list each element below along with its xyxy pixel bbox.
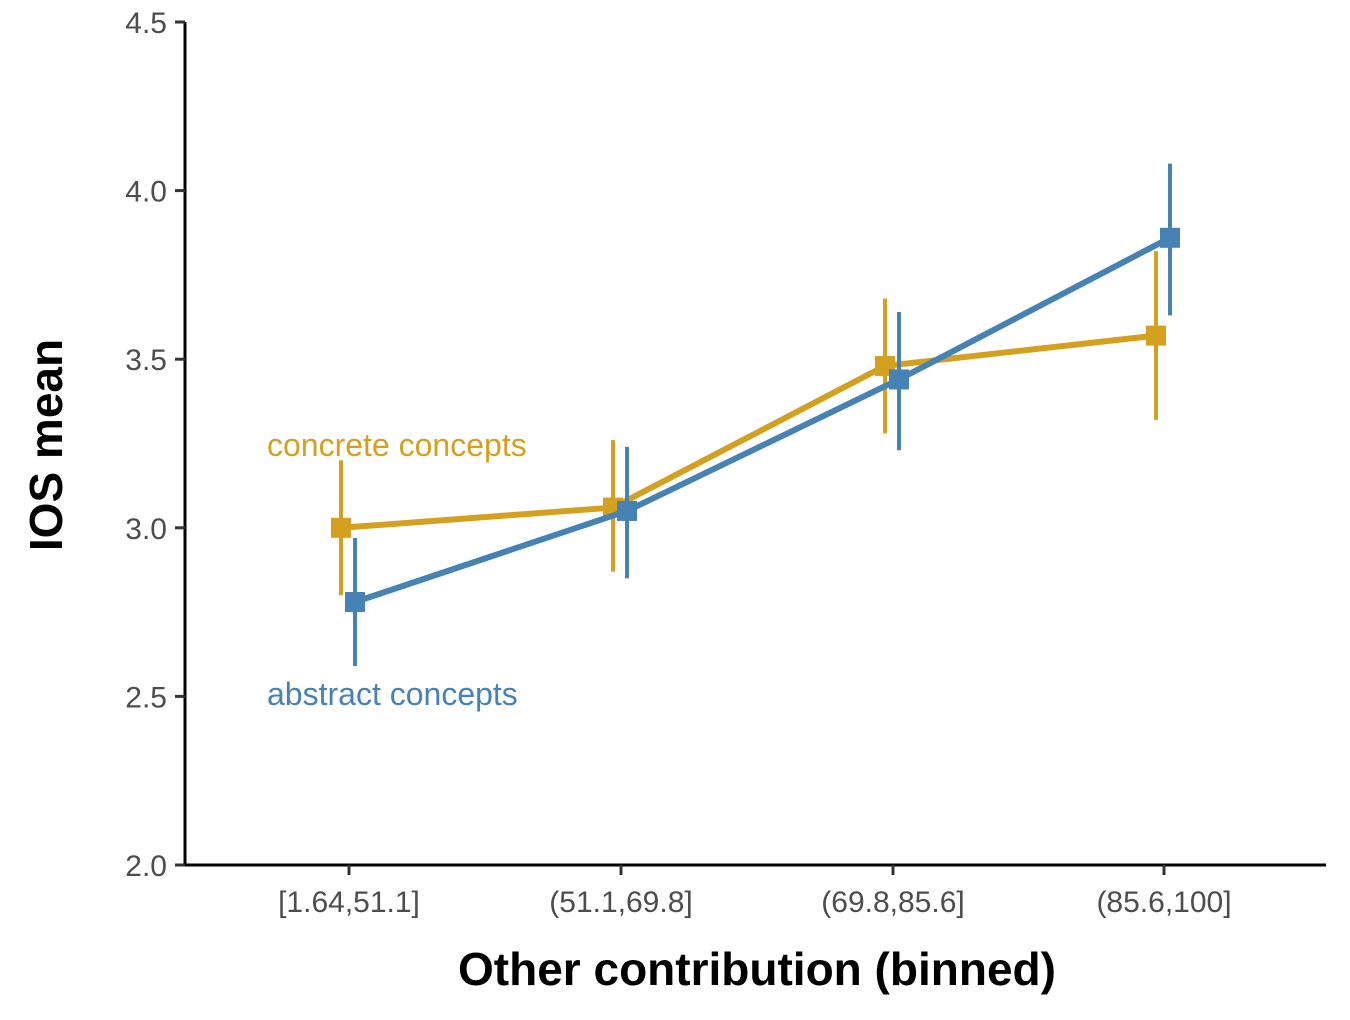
data-point xyxy=(617,500,637,521)
y-tick-label: 4.0 xyxy=(125,176,167,209)
series-abstract xyxy=(345,163,1180,667)
axes xyxy=(183,22,1326,867)
y-tick-label: 3.0 xyxy=(125,513,167,546)
series-line xyxy=(340,332,1157,531)
y-tick-label: 4.5 xyxy=(125,7,167,40)
x-tick-label: (51.1,69.8] xyxy=(549,886,692,919)
series-label-abstract: abstract concepts xyxy=(267,676,518,712)
data-point xyxy=(1146,325,1166,346)
series-line xyxy=(354,235,1172,605)
y-tick-label: 3.5 xyxy=(125,344,167,377)
series-label-concrete: concrete concepts xyxy=(267,427,527,463)
x-tick-label: (85.6,100] xyxy=(1096,886,1231,919)
y-axis-title: IOS mean xyxy=(20,339,72,551)
data-point xyxy=(889,369,909,390)
y-tick-label: 2.5 xyxy=(125,681,167,714)
x-tick-label: [1.64,51.1] xyxy=(278,886,420,919)
x-axis-title: Other contribution (binned) xyxy=(458,943,1056,995)
data-point xyxy=(1160,227,1180,248)
series-concrete xyxy=(331,251,1166,596)
data-point xyxy=(331,517,351,538)
x-tick-label: (69.8,85.6] xyxy=(821,886,964,919)
y-tick-label: 2.0 xyxy=(125,850,167,883)
series-layer xyxy=(331,163,1180,667)
ticks: 2.0 2.5 3.0 3.5 4.0 4.5 [1.64,51.1] (51.1,69.8]… xyxy=(125,7,1231,919)
data-point xyxy=(345,591,365,612)
